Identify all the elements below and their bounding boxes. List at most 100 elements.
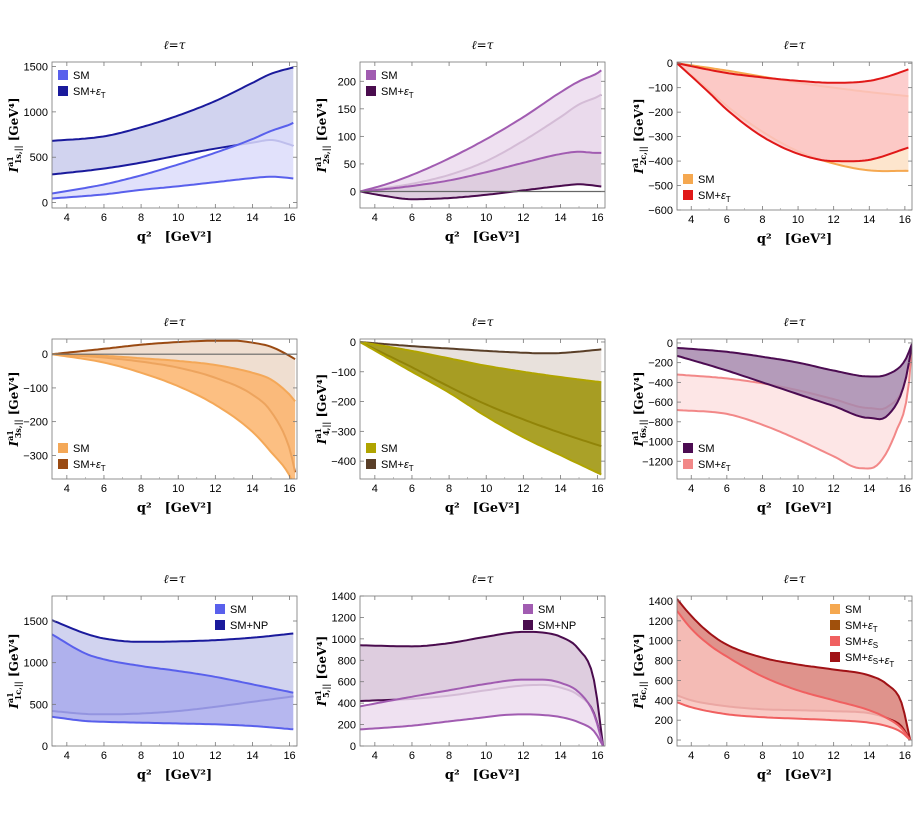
y-tick-label: −600 (648, 397, 673, 409)
y-tick-label: 1200 (332, 612, 356, 624)
x-tick-label: 16 (899, 750, 911, 762)
x-tick-label: 12 (828, 214, 840, 226)
x-tick-label: 14 (554, 750, 566, 762)
legend-label: SM+εT (698, 190, 731, 204)
y-tick-label: 200 (655, 715, 673, 727)
x-tick-label: 8 (138, 750, 144, 762)
x-tick-label: 6 (101, 212, 107, 224)
x-tick-label: 16 (591, 750, 603, 762)
legend-swatch (683, 443, 693, 453)
y-tick-label: 400 (338, 698, 356, 710)
y-tick-label: −300 (648, 132, 673, 144)
x-axis-label: q² [GeV²] (757, 232, 832, 247)
legend-swatch (683, 459, 693, 469)
band-upper-edge (52, 66, 294, 142)
y-tick-label: −600 (648, 205, 673, 217)
y-tick-label: 200 (338, 76, 356, 88)
legend-label: SM (73, 70, 90, 82)
band-lower-edge (52, 715, 294, 731)
x-tick-label: 14 (246, 483, 258, 495)
band-upper-edge (360, 341, 602, 384)
legend-swatch (366, 459, 376, 469)
legend-swatch (215, 604, 225, 614)
y-tick-label: 100 (338, 131, 356, 143)
y-tick-label: 400 (655, 695, 673, 707)
y-tick-label: 1400 (649, 596, 673, 608)
legend: SM SM+εT (366, 443, 414, 473)
band-lower-edge (677, 62, 909, 163)
x-tick-label: 8 (138, 483, 144, 495)
chart-p4: 4 6 8 10 12 14 16 0 −100 −200 −300 ℓ=τ q² [GeV²] Ia13… (5, 315, 298, 516)
legend-label: SM+εT (698, 459, 731, 473)
legend-swatch (366, 70, 376, 80)
x-tick-label: 16 (591, 483, 603, 495)
y-tick-label: −1000 (642, 437, 673, 449)
legend-swatch (830, 620, 840, 630)
chart-p1: 4 6 8 10 12 14 16 0 500 1000 1500 ℓ=τ q² [GeV²] Ia11s… (5, 38, 298, 245)
chart-p9: 4 6 8 10 12 14 16 0 200 400 600 800 1000 1200 1400 ℓ=τ q… (630, 572, 913, 783)
y-tick-label: 1400 (332, 591, 356, 603)
x-tick-label: 8 (446, 212, 452, 224)
legend: SM SM+NP (215, 604, 268, 632)
x-tick-label: 16 (283, 750, 295, 762)
band-sm-t (52, 67, 294, 175)
x-tick-label: 16 (899, 214, 911, 226)
band-lower-edge (360, 341, 602, 476)
chart-title: ℓ=τ (472, 38, 494, 52)
band-lower-edge (677, 344, 912, 470)
y-tick-label: 0 (667, 735, 673, 747)
legend-label: SM (230, 604, 247, 616)
plot-area (360, 69, 605, 201)
band-upper-edge (677, 343, 912, 378)
x-tick-label: 10 (480, 212, 492, 224)
legend-label: SM+NP (230, 620, 268, 632)
band-upper-edge (360, 630, 605, 746)
x-tick-label: 4 (64, 483, 70, 495)
x-tick-label: 10 (480, 483, 492, 495)
x-tick-label: 4 (372, 750, 378, 762)
band-upper-edge (52, 633, 294, 694)
y-tick-label: −200 (648, 107, 673, 119)
x-tick-label: 4 (688, 750, 694, 762)
legend-label: SM+εT (381, 86, 414, 100)
chart-p2: 4 6 8 10 12 14 16 0 50 100 150 200 ℓ=τ q² [GeV²] Ia12s… (313, 38, 606, 245)
x-tick-label: 6 (724, 750, 730, 762)
legend: SM SM+εT (683, 174, 731, 204)
y-tick-label: 0 (667, 58, 673, 70)
legend-label: SM+εT (381, 459, 414, 473)
plot-area (360, 341, 602, 476)
legend: SM SM+εT (58, 70, 106, 100)
plot-area (52, 619, 294, 731)
y-axis-label: Ia11c,|| [GeV⁴] (5, 633, 23, 709)
chart-p3: 4 6 8 10 12 14 16 0 −100 −200 −300 −400 −500 −600 ℓ=τ q… (630, 38, 913, 247)
chart-title: ℓ=τ (472, 315, 494, 329)
y-tick-label: 1000 (332, 634, 356, 646)
x-tick-label: 4 (64, 212, 70, 224)
y-tick-label: 500 (30, 152, 48, 164)
y-tick-label: 500 (30, 699, 48, 711)
plot-frame (676, 338, 913, 480)
x-tick-label: 10 (792, 214, 804, 226)
plot-frame (359, 338, 606, 480)
band-lower-edge (360, 150, 602, 193)
x-tick-label: 6 (101, 483, 107, 495)
chart-p5: 4 6 8 10 12 14 16 0 −100 −200 −300 −400 ℓ=τ q² [GeV²]… (313, 315, 606, 516)
plot-area (360, 630, 605, 746)
y-tick-label: 50 (344, 159, 356, 171)
plot-area (677, 343, 912, 470)
y-tick-label: 800 (655, 656, 673, 668)
x-tick-label: 12 (209, 483, 221, 495)
band-upper-edge (52, 619, 294, 643)
band-upper-edge (677, 610, 912, 741)
legend-label: SM+εT (73, 86, 106, 100)
x-tick-label: 4 (372, 212, 378, 224)
y-tick-label: 800 (338, 655, 356, 667)
legend-label: SM+εT (73, 459, 106, 473)
chart-title: ℓ=τ (164, 315, 186, 329)
y-tick-label: −300 (331, 426, 356, 438)
band-lower-edge (52, 175, 294, 200)
legend-label: SM (698, 443, 715, 455)
x-tick-label: 8 (759, 214, 765, 226)
band-sm-t (677, 344, 912, 469)
chart-p8: 4 6 8 10 12 14 16 0 200 400 600 800 1000 1200 1400 ℓ=τ q… (313, 572, 606, 783)
